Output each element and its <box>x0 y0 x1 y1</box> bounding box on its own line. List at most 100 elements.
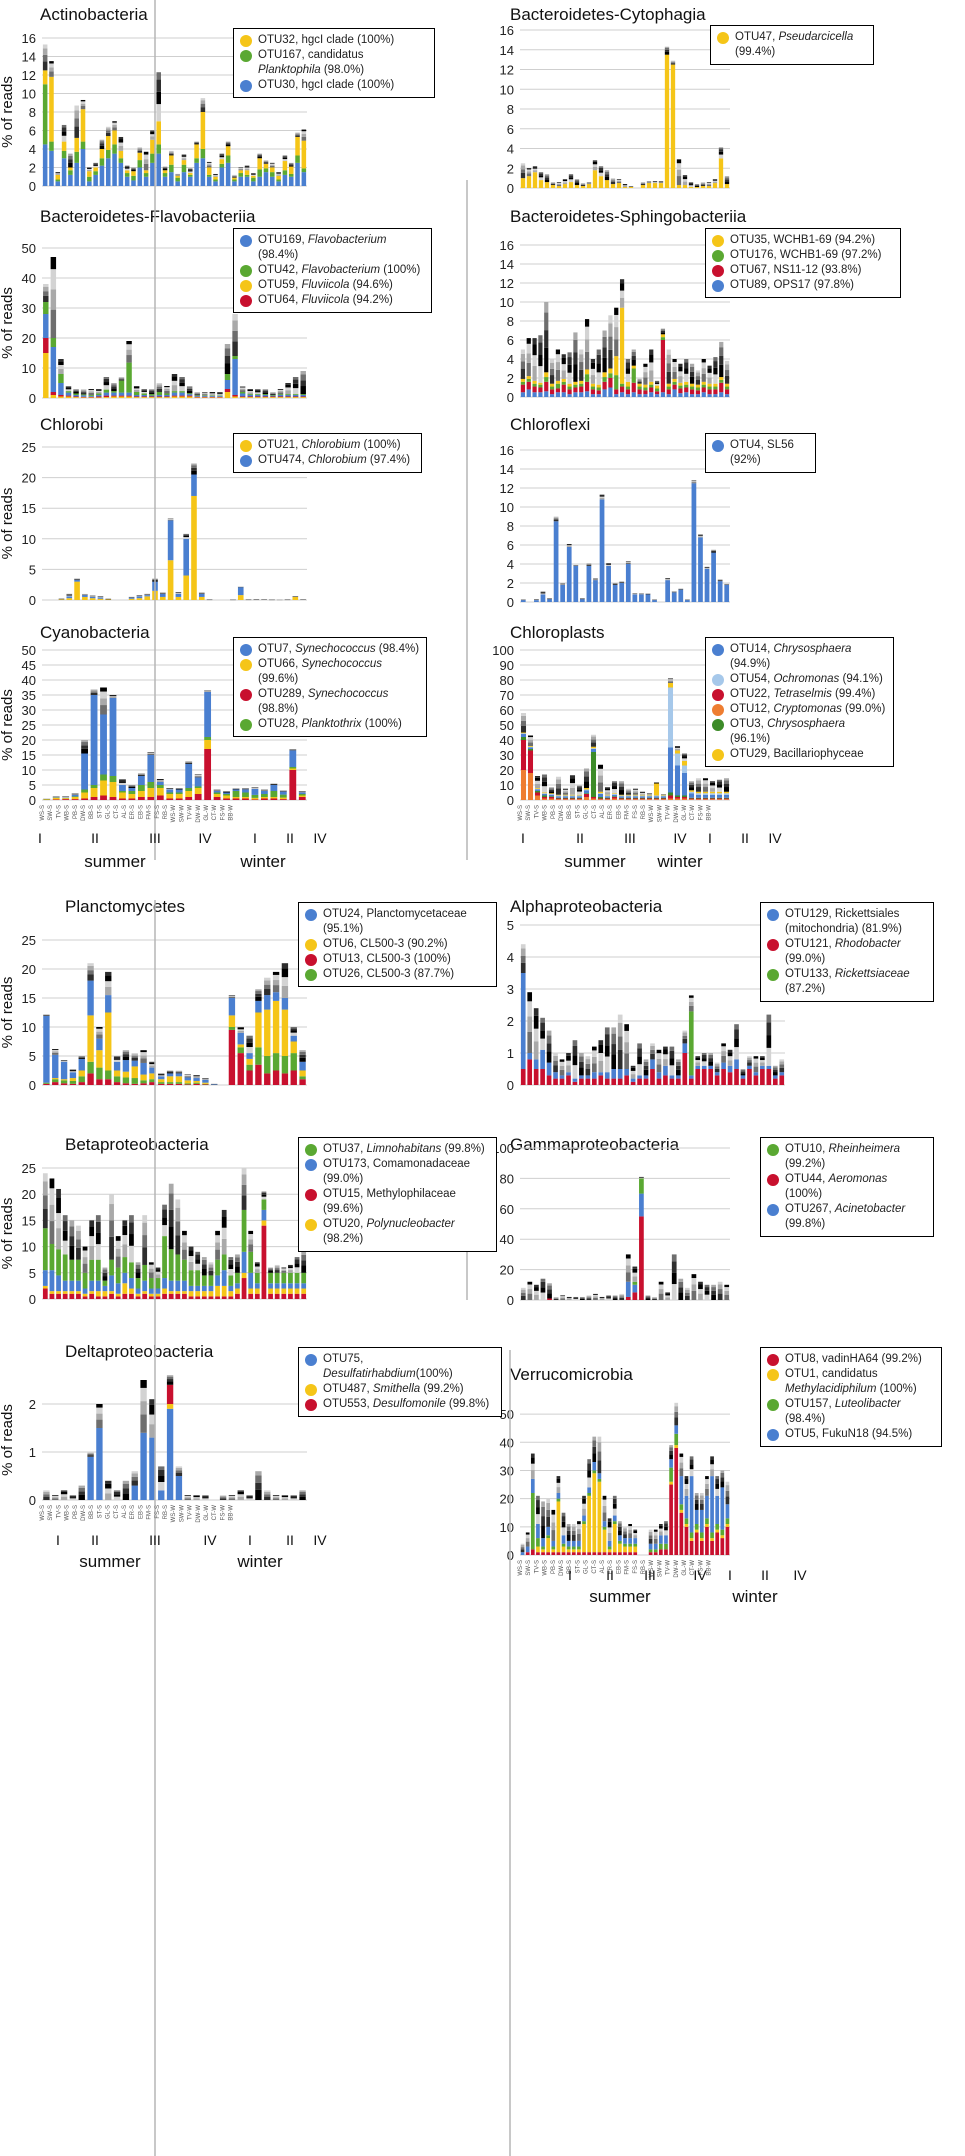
bar-segment-otu64 <box>111 395 117 397</box>
bar-segment-other <box>90 689 98 690</box>
bar-segment-other <box>228 1264 234 1270</box>
bar-segment-other <box>111 388 117 392</box>
chart-title: Gammaproteobacteria <box>510 1135 680 1154</box>
bar-segment-other <box>137 147 143 148</box>
bar-segment-otu169 <box>80 395 87 397</box>
bar-segment-otu30 <box>282 174 288 186</box>
bar-segment-otu64 <box>156 396 163 398</box>
bar-segment-other <box>42 1173 48 1182</box>
bar-segment-otu121 <box>611 1078 617 1085</box>
bar-segment-other <box>723 778 730 781</box>
y-tick-label: 20 <box>500 763 514 778</box>
legend-swatch <box>305 1143 317 1156</box>
bar-segment-other <box>520 955 526 963</box>
bar-segment-other <box>202 392 208 394</box>
bar-segment-otu3 <box>562 797 569 799</box>
bar-segment-other <box>277 389 284 390</box>
bar-segment-other <box>42 1209 48 1229</box>
bar-segment-other <box>78 1494 85 1500</box>
bar-segment-otu30 <box>257 176 262 186</box>
bar-segment-other <box>760 1062 765 1066</box>
bar-segment-otu1 <box>699 1538 704 1541</box>
bar-segment-otu1 <box>582 1524 586 1553</box>
bar-segment-other <box>682 1038 688 1044</box>
bar-segment-otu173 <box>95 1280 101 1292</box>
bar-segment-otu176 <box>719 379 724 383</box>
bar-segment-other <box>76 1230 81 1240</box>
bar-segment-other <box>194 142 199 144</box>
bar-segment-other <box>546 1043 552 1052</box>
bar-segment-other <box>261 1196 267 1200</box>
bar-segment-other <box>61 127 67 132</box>
bar-segment-other <box>195 1254 201 1260</box>
bar-segment-other <box>707 368 712 373</box>
bar-segment-otu89 <box>660 392 666 397</box>
bar-segment-other <box>520 1289 526 1293</box>
bar-segment-otu4 <box>691 483 697 602</box>
bar-segment-otu67 <box>660 340 666 393</box>
bar-segment-other <box>527 735 534 738</box>
bar-segment-otu14 <box>660 796 667 798</box>
bar-segment-otu59 <box>292 397 299 398</box>
bar-segment-other <box>725 1485 730 1491</box>
bar-segment-other <box>237 1491 244 1495</box>
bar-segment-other <box>604 176 610 181</box>
bar-segment-other <box>586 564 592 566</box>
bar-segment-other <box>548 787 555 789</box>
bar-segment-other <box>129 1245 134 1263</box>
bar-segment-otu15 <box>208 1296 214 1299</box>
bar-segment-otu5 <box>582 1515 586 1522</box>
bar-segment-otu42 <box>88 395 94 396</box>
legend-swatch <box>240 718 252 731</box>
bar-segment-other <box>625 791 632 793</box>
bar-segment-other <box>579 349 584 355</box>
bar-segment-otu167 <box>162 173 168 177</box>
bar-segment-other <box>779 1059 785 1062</box>
bar-segment-otu13 <box>290 1070 297 1085</box>
bar-segment-otu173 <box>248 1272 254 1289</box>
bar-segment-other <box>533 1041 539 1060</box>
site-tick-label: FS-S <box>155 1505 161 1519</box>
bar-segment-other <box>96 389 102 391</box>
bar-segment-otu26 <box>202 1083 209 1085</box>
bar-segment-other <box>617 1036 623 1050</box>
bar-segment-otu42 <box>80 394 87 396</box>
bar-segment-otu66 <box>232 797 240 799</box>
legend-label: OTU474, Chlorobium (97.4%) <box>258 454 411 466</box>
bar-segment-otu14 <box>618 796 625 798</box>
bar-segment-other <box>526 171 532 174</box>
bar-segment-otu15 <box>102 1296 108 1299</box>
y-tick-label: 100 <box>492 1141 514 1156</box>
bar-segment-other <box>281 1269 287 1271</box>
chart-title: Cyanobacteria <box>40 623 150 642</box>
bar-segment-otu487 <box>166 1404 174 1409</box>
y-tick-label: 1 <box>507 1046 514 1061</box>
bar-segment-other <box>566 1297 572 1299</box>
bar-segment-other <box>142 1215 148 1223</box>
bar-segment-other <box>720 1481 725 1488</box>
bar-segment-otu5 <box>623 1538 627 1544</box>
bar-segment-otu89 <box>678 393 683 397</box>
bar-segment-other <box>681 753 688 755</box>
bar-segment-other <box>251 788 259 789</box>
bar-segment-other <box>137 773 145 775</box>
bar-segment-other <box>705 1476 709 1480</box>
bar-segment-otu289 <box>52 799 60 800</box>
y-tick-label: 0 <box>29 793 36 808</box>
bar-segment-otu6 <box>158 1079 165 1083</box>
bar-segment-otu173 <box>62 1280 68 1292</box>
bar-segment-other <box>131 1054 138 1057</box>
bar-segment-otu64 <box>292 396 299 398</box>
bar-segment-otu129 <box>520 973 526 1069</box>
bar-segment-other <box>247 389 253 390</box>
group-label: II <box>576 830 584 846</box>
bar-segment-other <box>684 1292 690 1296</box>
bar-segment-other <box>618 1530 622 1536</box>
bar-segment-otu6 <box>272 1000 280 1054</box>
bar-segment-other <box>536 1495 540 1501</box>
legend-label: OTU42, Flavobacterium (100%) <box>258 264 421 276</box>
bar-segment-otu35 <box>637 383 642 387</box>
bar-segment-otu1 <box>628 1546 632 1553</box>
bar-segment-otu5 <box>699 1509 704 1533</box>
bar-segment-otu29 <box>625 794 632 796</box>
